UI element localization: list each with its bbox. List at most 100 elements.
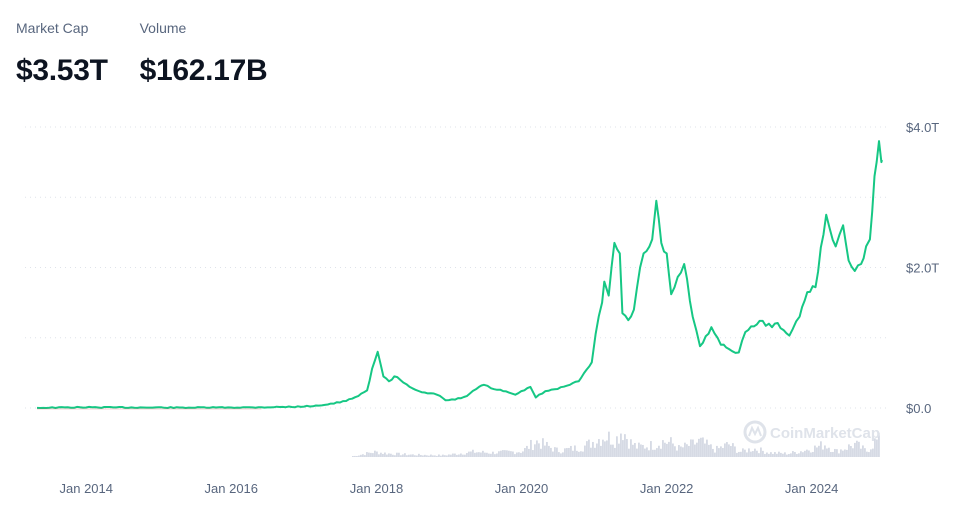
volume-bar: [652, 449, 654, 457]
volume-bar: [518, 452, 520, 457]
watermark-text: CoinMarketCap: [770, 425, 880, 442]
volume-bar: [704, 443, 706, 457]
volume-bar: [816, 447, 818, 457]
volume-bar: [876, 439, 878, 457]
volume-bar: [658, 445, 660, 457]
volume-bar: [678, 445, 680, 457]
volume-bar: [840, 449, 842, 457]
volume-stat: Volume $162.17B: [140, 20, 268, 88]
volume-bar: [516, 452, 518, 457]
volume-bar: [770, 452, 772, 457]
volume-bar: [530, 439, 532, 457]
chart-grid: [25, 126, 890, 409]
volume-bar: [692, 439, 694, 457]
volume-bar: [754, 448, 756, 457]
volume-bar: [744, 449, 746, 457]
volume-bar: [670, 437, 672, 457]
volume-bar: [522, 451, 524, 457]
volume-bar: [550, 447, 552, 457]
x-tick-label: Jan 2014: [60, 481, 114, 496]
volume-bar: [552, 451, 554, 457]
volume-bar: [656, 448, 658, 457]
volume-bar: [730, 446, 732, 457]
volume-bar: [358, 455, 360, 457]
y-axis: $0.0 $2.0T $4.0T: [906, 120, 939, 416]
volume-bar: [862, 445, 864, 457]
volume-bar: [706, 439, 708, 457]
volume-bar: [828, 447, 830, 457]
volume-bar: [588, 439, 590, 457]
volume-bar: [602, 439, 604, 457]
volume-bar: [360, 454, 362, 457]
volume-bar: [606, 440, 608, 457]
volume-bar: [642, 444, 644, 457]
volume-bar: [856, 440, 858, 457]
volume-bar: [586, 441, 588, 457]
volume-bar: [592, 441, 594, 457]
volume-bar: [790, 453, 792, 457]
volume-bar: [526, 445, 528, 457]
volume-bar: [556, 447, 558, 457]
volume-bar: [780, 452, 782, 457]
watermark: CoinMarketCap: [743, 420, 880, 444]
volume-bar: [792, 451, 794, 457]
volume-bar: [874, 438, 876, 457]
volume-bar: [718, 448, 720, 457]
volume-bar: [564, 448, 566, 457]
volume-bar: [420, 454, 422, 457]
volume-bar: [372, 453, 374, 457]
volume-bar: [434, 455, 436, 457]
volume-bar: [468, 451, 470, 457]
volume-bar: [600, 445, 602, 457]
volume-bar: [458, 454, 460, 457]
volume-bar: [784, 452, 786, 457]
volume-bar: [796, 453, 798, 457]
volume-bar: [584, 445, 586, 457]
volume-label: Volume: [139, 20, 187, 36]
volume-bar: [464, 454, 466, 457]
volume-bar: [352, 456, 354, 457]
volume-bar: [794, 452, 796, 457]
volume-bar: [698, 438, 700, 457]
volume-bar: [694, 444, 696, 457]
volume-bar: [822, 449, 824, 457]
volume-bar: [872, 448, 874, 457]
volume-bar: [536, 440, 538, 457]
volume-bar: [662, 440, 664, 457]
volume-bar: [868, 452, 870, 457]
market-cap-value: $3.53T: [16, 54, 108, 87]
volume-bar: [494, 454, 496, 457]
volume-bar: [614, 447, 616, 457]
x-tick-label: Jan 2016: [205, 481, 259, 496]
volume-bar: [666, 443, 668, 457]
volume-bar: [682, 447, 684, 457]
volume-bar: [610, 444, 612, 457]
volume-bar: [438, 454, 440, 457]
stats-header: Market Cap $3.53T Volume $162.17B: [16, 20, 268, 88]
volume-bar: [764, 453, 766, 457]
volume-bar: [456, 454, 458, 457]
volume-bar: [700, 437, 702, 457]
volume-bar: [638, 442, 640, 457]
volume-bars: [352, 431, 880, 457]
volume-bar: [762, 450, 764, 457]
volume-value: $162.17B: [139, 54, 268, 87]
volume-bar: [542, 438, 544, 457]
market-cap-line: [36, 140, 883, 409]
volume-bar: [684, 442, 686, 457]
volume-bar: [366, 452, 368, 457]
volume-bar: [772, 453, 774, 457]
volume-bar: [804, 450, 806, 457]
volume-bar: [462, 454, 464, 457]
volume-bar: [628, 448, 630, 457]
volume-bar: [488, 453, 490, 457]
volume-bar: [490, 453, 492, 457]
volume-bar: [472, 449, 474, 457]
volume-bar: [578, 451, 580, 457]
volume-bar: [392, 454, 394, 457]
volume-bar: [758, 453, 760, 457]
volume-bar: [390, 453, 392, 457]
volume-bar: [466, 453, 468, 457]
volume-bar: [760, 447, 762, 457]
